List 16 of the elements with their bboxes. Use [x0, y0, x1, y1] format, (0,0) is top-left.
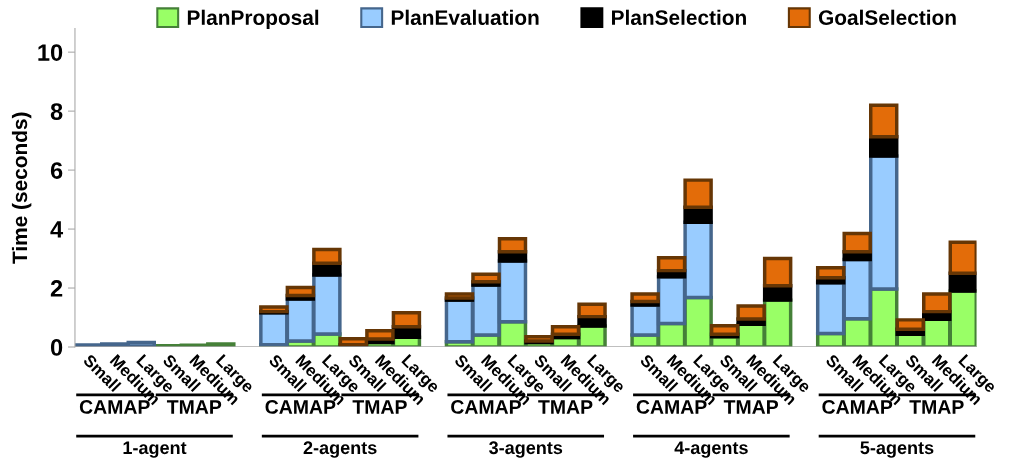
text: 1-agent	[123, 441, 187, 458]
legend-label: PlanProposal	[187, 9, 319, 30]
y-tick-label: 4	[50, 221, 64, 238]
y-tick-label: 8	[50, 103, 63, 120]
text: 3-agents	[489, 441, 563, 458]
y-tick-label: 10	[38, 44, 63, 61]
y-tick-label: 6	[50, 162, 63, 179]
text: 2-agents	[303, 441, 377, 458]
legend-label: GoalSelection	[818, 9, 956, 25]
legend-label: PlanSelection	[612, 9, 746, 25]
y-tick-label: 0	[50, 339, 63, 356]
text: 5-agents	[860, 441, 934, 458]
text: 4-agents	[674, 441, 748, 458]
y-axis-title: Time (seconds)	[11, 112, 32, 264]
y-tick-label: 2	[50, 280, 63, 297]
legend-label: PlanEvaluation	[391, 9, 539, 25]
